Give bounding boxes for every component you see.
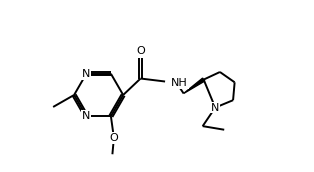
Text: N: N	[82, 111, 90, 121]
Text: N: N	[211, 103, 219, 113]
Text: NH: NH	[171, 78, 188, 88]
Polygon shape	[184, 78, 205, 94]
Text: O: O	[110, 133, 118, 143]
Text: O: O	[136, 46, 145, 56]
Text: N: N	[82, 69, 90, 79]
